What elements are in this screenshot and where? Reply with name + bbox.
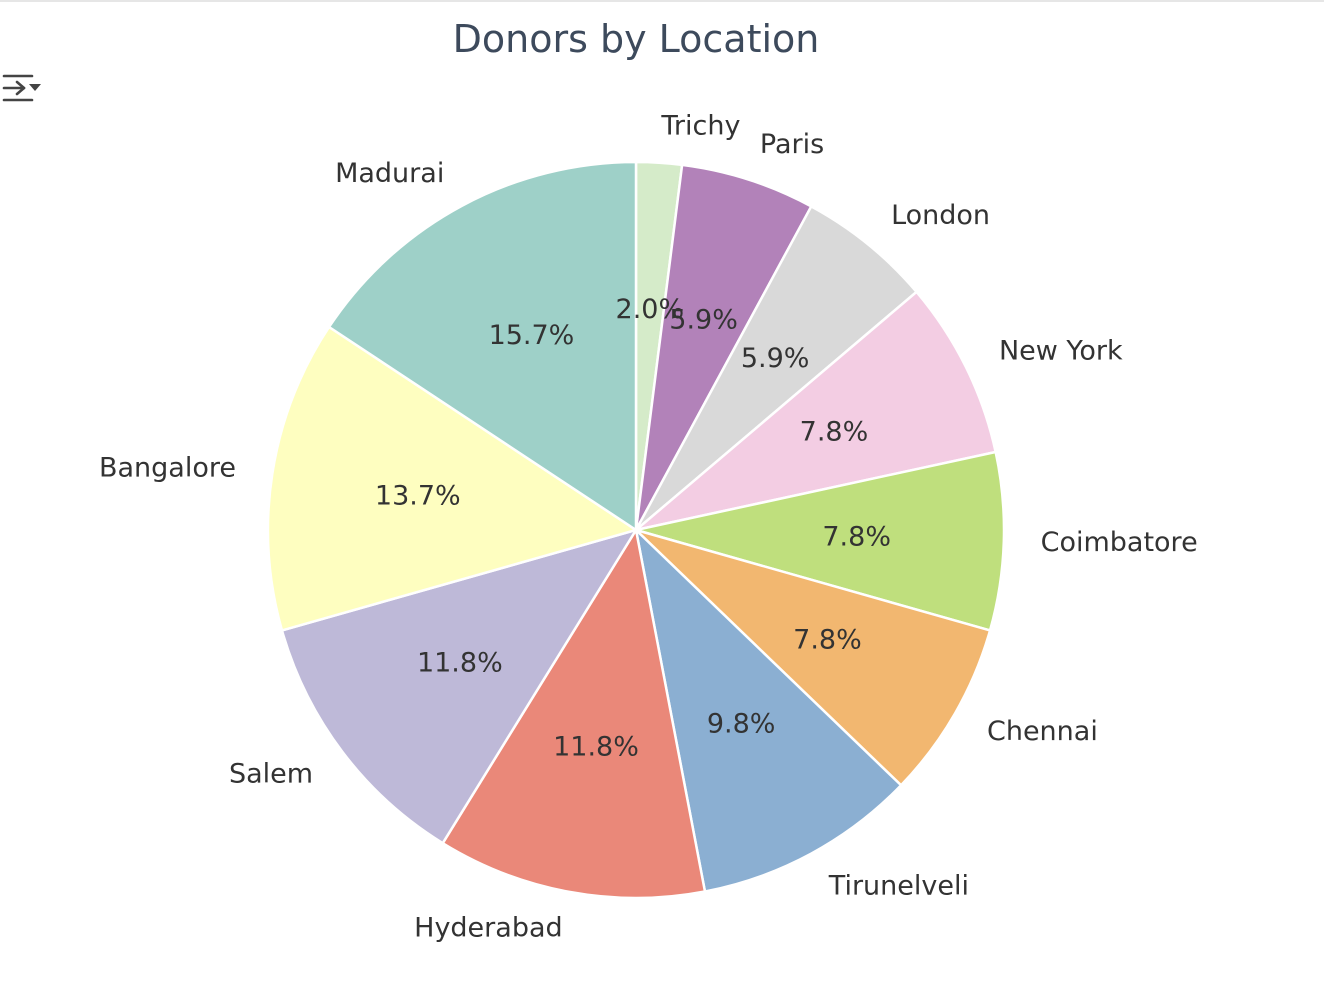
pie-slice-bangalore [266,325,638,632]
percent-label-chennai: 7.8% [793,624,862,655]
percent-label-london: 5.9% [741,343,810,374]
percent-label-madurai: 15.7% [489,320,575,351]
pie-slice-chennai [634,528,992,787]
percent-label-bangalore: 13.7% [375,481,461,512]
category-labels: Trichy Paris London New York Coimbatore Chenn… [99,110,1198,943]
slice-label-madurai: Madurai [335,158,444,189]
percent-label-tirunelveli: 9.8% [707,709,776,740]
slice-label-london: London [891,200,990,231]
pie-slice-salem [280,528,638,845]
slice-label-chennai: Chennai [987,716,1098,747]
percent-label-trichy: 2.0% [616,294,685,325]
slice-label-paris: Paris [760,129,824,160]
percent-label-new-york: 7.8% [800,417,869,448]
cell-top-border [0,0,1324,2]
slice-label-hyderabad: Hyderabad [414,913,563,944]
pie-slice-coimbatore [634,450,1006,632]
chart-title: Donors by Location [453,17,820,61]
percent-labels: 2.0%5.9%5.9%7.8%7.8%7.8%9.8%11.8%11.8%13… [375,294,891,763]
pie-slice-madurai [327,160,638,532]
percent-label-paris: 5.9% [669,304,738,335]
slice-label-coimbatore: Coimbatore [1041,527,1198,558]
slice-label-salem: Salem [229,759,313,790]
percent-label-salem: 11.8% [417,648,503,679]
slice-label-trichy: Trichy [660,110,740,141]
percent-label-hyderabad: 11.8% [553,732,639,763]
pie-slice-london [634,205,918,532]
slice-label-bangalore: Bangalore [99,452,236,483]
pie-slice-paris [634,163,813,532]
pie-slice-hyderabad [441,528,707,900]
slice-label-tirunelveli: Tirunelveli [828,870,969,901]
pie-slice-tirunelveli [634,528,903,893]
pie-slices [266,160,1006,900]
collapse-output-icon[interactable] [0,70,44,106]
percent-label-coimbatore: 7.8% [822,521,891,552]
slice-label-new-york: New York [999,335,1123,366]
